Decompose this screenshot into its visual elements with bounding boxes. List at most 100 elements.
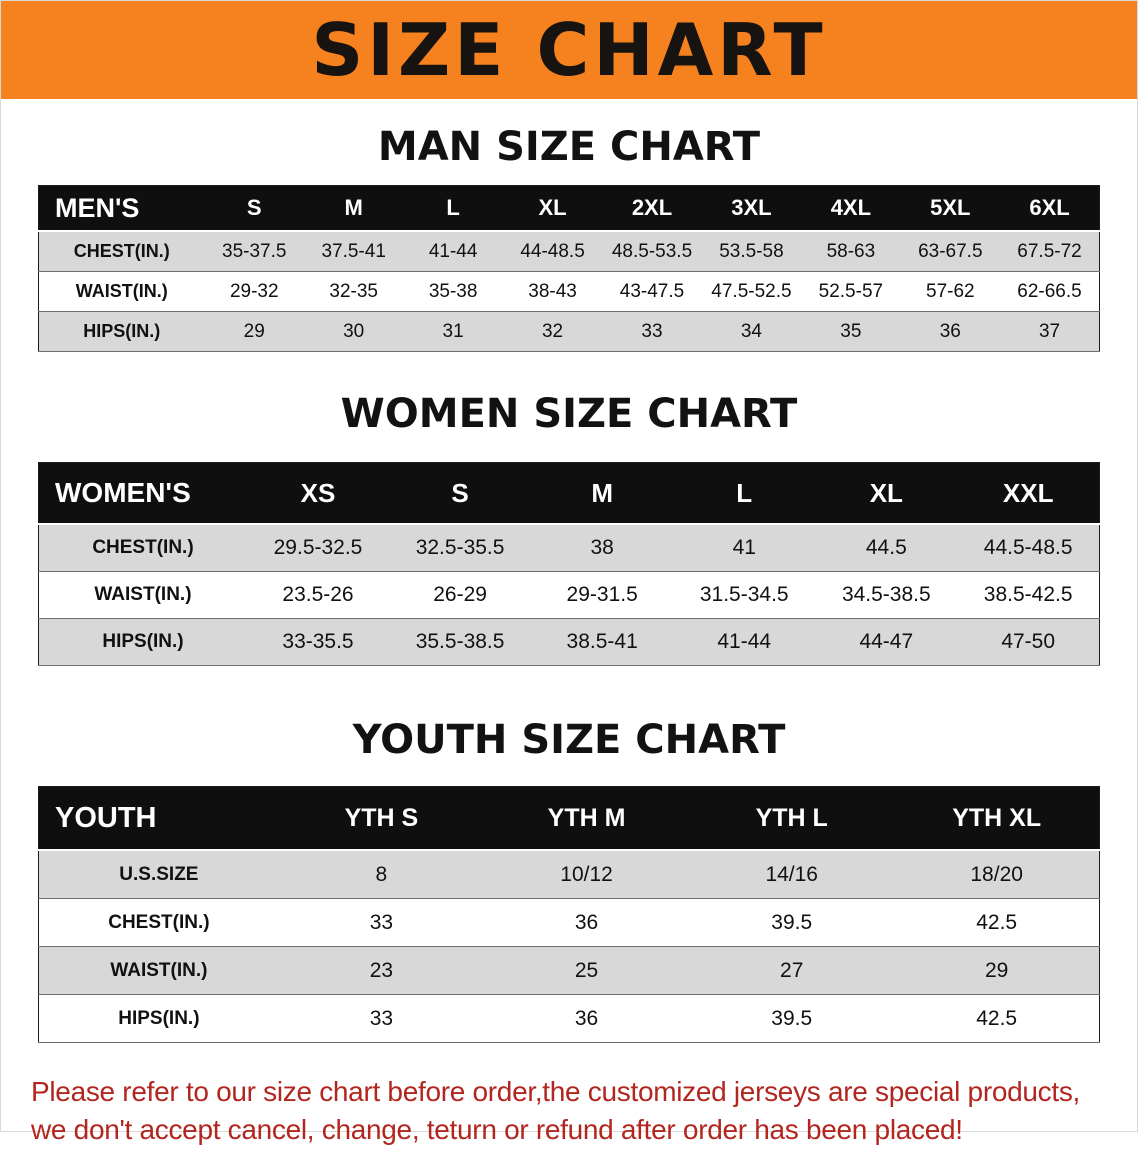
value-cell: 47.5-52.5 xyxy=(701,271,802,312)
column-header: L xyxy=(673,462,816,525)
disclaimer-line-2: we don't accept cancel, change, teturn o… xyxy=(31,1113,963,1145)
value-cell: 48.5-53.5 xyxy=(602,230,702,272)
row-label: CHEST(IN.) xyxy=(38,230,205,272)
value-cell: 23 xyxy=(278,946,484,995)
column-header: XL xyxy=(815,462,958,525)
women-chart-title: WOMEN SIZE CHART xyxy=(340,391,798,437)
value-cell: 44.5-48.5 xyxy=(957,523,1100,572)
value-cell: 44-47 xyxy=(815,618,958,666)
table-row: CHEST(IN.) 33 36 39.5 42.5 xyxy=(38,898,1100,947)
table-row: CHEST(IN.) 29.5-32.5 32.5-35.5 38 41 44.5 44.5… xyxy=(38,523,1100,572)
value-cell: 38 xyxy=(531,523,674,572)
value-cell: 29-31.5 xyxy=(531,571,674,619)
row-label: WAIST(IN.) xyxy=(38,571,247,619)
value-cell: 33 xyxy=(278,898,484,947)
youth-section: YOUTH SIZE CHART YOUTH YTH S YTH M YTH L YTH… xyxy=(1,718,1137,1043)
row-label: HIPS(IN.) xyxy=(38,311,205,352)
column-header: S xyxy=(389,462,532,525)
value-cell: 29 xyxy=(204,311,304,352)
value-cell: 30 xyxy=(303,311,404,352)
value-cell: 29 xyxy=(894,946,1100,995)
value-cell: 35 xyxy=(801,311,901,352)
value-cell: 41 xyxy=(673,523,816,572)
men-section: MAN SIZE CHART MEN'S S M L XL 2XL 3XL 4XL 5XL 6XL… xyxy=(1,125,1137,352)
table-row: WAIST(IN.) 29-32 32-35 35-38 38-43 43-47.5 47.… xyxy=(38,271,1100,312)
value-cell: 26-29 xyxy=(389,571,532,619)
value-cell: 37.5-41 xyxy=(303,230,404,272)
value-cell: 42.5 xyxy=(894,898,1100,947)
value-cell: 52.5-57 xyxy=(801,271,901,312)
page-title: SIZE CHART xyxy=(311,8,827,92)
value-cell: 63-67.5 xyxy=(900,230,1001,272)
value-cell: 18/20 xyxy=(894,849,1100,899)
column-header: YTH S xyxy=(278,786,484,851)
column-header: 3XL xyxy=(701,185,802,232)
value-cell: 42.5 xyxy=(894,994,1100,1043)
value-cell: 41-44 xyxy=(403,230,503,272)
value-cell: 27 xyxy=(689,946,895,995)
value-cell: 43-47.5 xyxy=(602,271,702,312)
value-cell: 38.5-41 xyxy=(531,618,674,666)
column-header: S xyxy=(204,185,304,232)
column-header: XL xyxy=(502,185,603,232)
column-header: 6XL xyxy=(1000,185,1100,232)
value-cell: 41-44 xyxy=(673,618,816,666)
row-label: CHEST(IN.) xyxy=(38,898,279,947)
table-label: YOUTH xyxy=(38,786,279,851)
value-cell: 34 xyxy=(701,311,802,352)
table-row: HIPS(IN.) 33-35.5 35.5-38.5 38.5-41 41-44 44-… xyxy=(38,618,1100,666)
value-cell: 33 xyxy=(602,311,702,352)
value-cell: 35.5-38.5 xyxy=(389,618,532,666)
table-row: HIPS(IN.) 33 36 39.5 42.5 xyxy=(38,994,1100,1043)
value-cell: 32-35 xyxy=(303,271,404,312)
table-row: WAIST(IN.) 23.5-26 26-29 29-31.5 31.5-34.5 34… xyxy=(38,571,1100,619)
value-cell: 44.5 xyxy=(815,523,958,572)
value-cell: 37 xyxy=(1000,311,1100,352)
table-row: CHEST(IN.) 35-37.5 37.5-41 41-44 44-48.5 48.5… xyxy=(38,230,1100,272)
youth-size-table: YOUTH YTH S YTH M YTH L YTH XL U.S.SIZE 8 10/12… xyxy=(38,786,1100,1043)
column-header: 5XL xyxy=(900,185,1001,232)
value-cell: 35-37.5 xyxy=(204,230,304,272)
column-header: YTH XL xyxy=(894,786,1100,851)
value-cell: 47-50 xyxy=(957,618,1100,666)
value-cell: 8 xyxy=(278,849,484,899)
column-header: XXL xyxy=(957,462,1100,525)
row-label: HIPS(IN.) xyxy=(38,618,247,666)
disclaimer: Please refer to our size chart before or… xyxy=(1,1073,1137,1149)
header-row: WOMEN'S XS S M L XL XXL xyxy=(38,462,1100,525)
value-cell: 67.5-72 xyxy=(1000,230,1100,272)
column-header: 2XL xyxy=(602,185,702,232)
value-cell: 53.5-58 xyxy=(701,230,802,272)
value-cell: 62-66.5 xyxy=(1000,271,1100,312)
value-cell: 36 xyxy=(483,994,690,1043)
table-row: HIPS(IN.) 29 30 31 32 33 34 35 36 37 xyxy=(38,311,1100,352)
value-cell: 33-35.5 xyxy=(246,618,390,666)
value-cell: 32.5-35.5 xyxy=(389,523,532,572)
men-size-table: MEN'S S M L XL 2XL 3XL 4XL 5XL 6XL CHEST(IN.) 35-37… xyxy=(38,185,1100,352)
value-cell: 32 xyxy=(502,311,603,352)
header-row: MEN'S S M L XL 2XL 3XL 4XL 5XL 6XL xyxy=(38,185,1100,232)
table-row: U.S.SIZE 8 10/12 14/16 18/20 xyxy=(38,849,1100,899)
column-header: 4XL xyxy=(801,185,901,232)
value-cell: 58-63 xyxy=(801,230,901,272)
value-cell: 34.5-38.5 xyxy=(815,571,958,619)
column-header: YTH M xyxy=(483,786,690,851)
value-cell: 10/12 xyxy=(483,849,690,899)
value-cell: 33 xyxy=(278,994,484,1043)
value-cell: 57-62 xyxy=(900,271,1001,312)
table-label: WOMEN'S xyxy=(38,462,247,525)
row-label: WAIST(IN.) xyxy=(38,946,279,995)
value-cell: 39.5 xyxy=(689,994,895,1043)
value-cell: 36 xyxy=(900,311,1001,352)
value-cell: 25 xyxy=(483,946,690,995)
value-cell: 39.5 xyxy=(689,898,895,947)
header-row: YOUTH YTH S YTH M YTH L YTH XL xyxy=(38,786,1100,851)
value-cell: 35-38 xyxy=(403,271,503,312)
value-cell: 23.5-26 xyxy=(246,571,390,619)
value-cell: 14/16 xyxy=(689,849,895,899)
disclaimer-line-1: Please refer to our size chart before or… xyxy=(31,1076,1081,1107)
women-section: WOMEN SIZE CHART WOMEN'S XS S M L XL XXL CHEST(… xyxy=(1,392,1137,666)
men-chart-title: MAN SIZE CHART xyxy=(377,124,761,170)
value-cell: 31.5-34.5 xyxy=(673,571,816,619)
women-size-table: WOMEN'S XS S M L XL XXL CHEST(IN.) 29.5-32.5 32.5… xyxy=(38,462,1100,666)
